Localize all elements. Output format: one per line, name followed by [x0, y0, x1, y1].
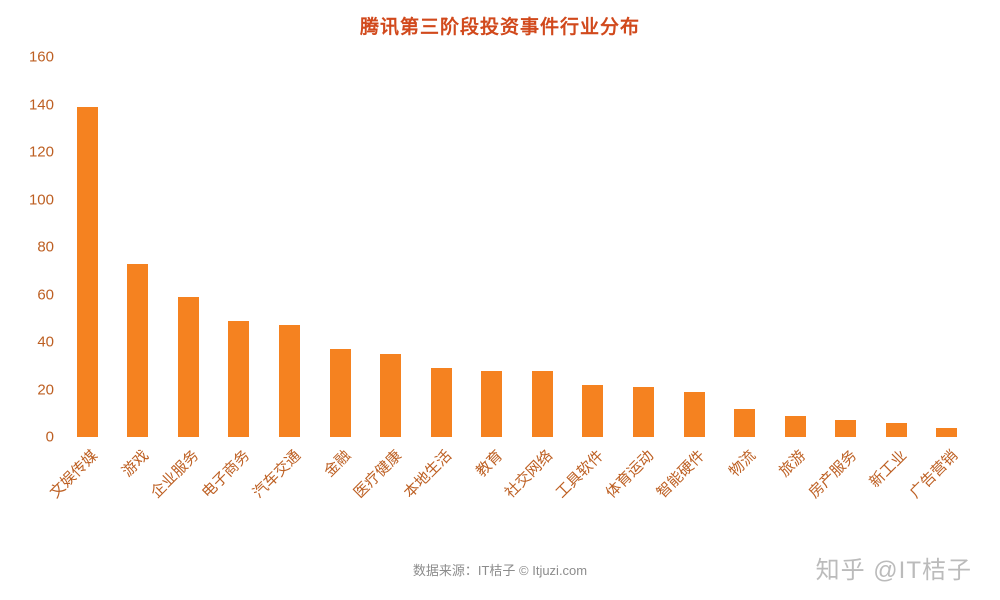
- bar-slot: 社交网络: [502, 57, 568, 502]
- bar-slot: 新工业: [867, 57, 922, 491]
- x-axis-category-label: 社交网络: [502, 447, 557, 502]
- y-tick-label: 140: [28, 96, 54, 113]
- bar-slot: 本地生活: [401, 57, 467, 502]
- y-tick-label: 40: [37, 333, 54, 351]
- bar-slot: 物流: [719, 57, 770, 480]
- x-axis-category-label: 教育: [472, 447, 506, 481]
- bar-slot: 广告营销: [907, 57, 973, 502]
- bar: [380, 353, 402, 437]
- x-axis-category-label: 物流: [725, 447, 759, 481]
- bar-slot: 企业服务: [148, 57, 214, 502]
- x-axis-category-label: 体育运动: [603, 447, 658, 502]
- y-tick-label: 160: [28, 48, 54, 66]
- y-tick-label: 80: [37, 238, 54, 256]
- chart-title: 腾讯第三阶段投资事件行业分布: [359, 17, 640, 38]
- bar-slot: 旅游: [770, 57, 821, 480]
- bar: [936, 427, 958, 437]
- bar: [734, 408, 756, 437]
- bar: [329, 349, 351, 437]
- bar-slot: 金融: [315, 57, 366, 480]
- bar: [531, 370, 553, 437]
- bar-slot: 智能硬件: [654, 57, 720, 502]
- y-tick-label: 100: [28, 191, 54, 208]
- bar: [632, 387, 654, 437]
- bar: [582, 384, 604, 437]
- bar-slot: 教育: [467, 57, 518, 480]
- y-tick-label: 60: [37, 286, 54, 303]
- x-axis-category-label: 房产服务: [805, 447, 860, 502]
- bar: [177, 296, 199, 437]
- bar: [683, 391, 705, 437]
- bar-slot: 工具软件: [553, 57, 619, 502]
- bar-slot: 汽车交通: [249, 57, 315, 502]
- x-axis-category-label: 游戏: [118, 447, 152, 481]
- y-tick-label: 120: [28, 143, 54, 161]
- x-axis-category-label: 医疗健康: [350, 447, 405, 502]
- x-axis-category-label: 文娱传媒: [46, 447, 102, 502]
- x-axis-category-label: 本地生活: [400, 447, 456, 502]
- bar: [481, 370, 503, 437]
- y-tick-label: 20: [37, 381, 54, 398]
- data-source-note: 数据来源：IT桔子 © Itjuzi.com: [412, 563, 588, 578]
- x-axis-category-label: 汽车交通: [249, 447, 304, 502]
- bar-slot: 游戏: [113, 57, 164, 480]
- x-axis-category-label: 企业服务: [148, 447, 203, 502]
- bar: [279, 325, 301, 437]
- bar-slot: 文娱传媒: [47, 57, 113, 502]
- bar: [228, 320, 250, 437]
- bar-slot: 体育运动: [603, 57, 669, 502]
- bar: [430, 368, 452, 437]
- x-axis-category-label: 金融: [320, 447, 355, 481]
- x-axis-category-label: 工具软件: [552, 447, 608, 502]
- bar: [885, 422, 907, 437]
- bar: [784, 415, 806, 437]
- bar: [127, 263, 149, 437]
- bar: [835, 420, 857, 437]
- x-axis-category-label: 广告营销: [906, 447, 961, 502]
- zhihu-watermark: 知乎 @IT桔子: [815, 557, 972, 584]
- plot-area: 文娱传媒 游戏 企业服务 电子商务 汽车交通 金融 医疗健康 本地生活 教育 社交网络 工具软件 体育…: [47, 57, 973, 502]
- bar-slot: 医疗健康: [350, 57, 416, 502]
- bar-slot: 电子商务: [199, 57, 265, 502]
- bar: [76, 106, 98, 437]
- x-axis-category-label: 电子商务: [198, 447, 254, 502]
- x-axis-category-label: 新工业: [866, 447, 911, 491]
- bar-slot: 房产服务: [805, 57, 871, 502]
- x-axis-category-label: 旅游: [776, 447, 810, 481]
- y-tick-label: 0: [45, 428, 54, 446]
- x-axis-category-label: 智能硬件: [653, 447, 709, 502]
